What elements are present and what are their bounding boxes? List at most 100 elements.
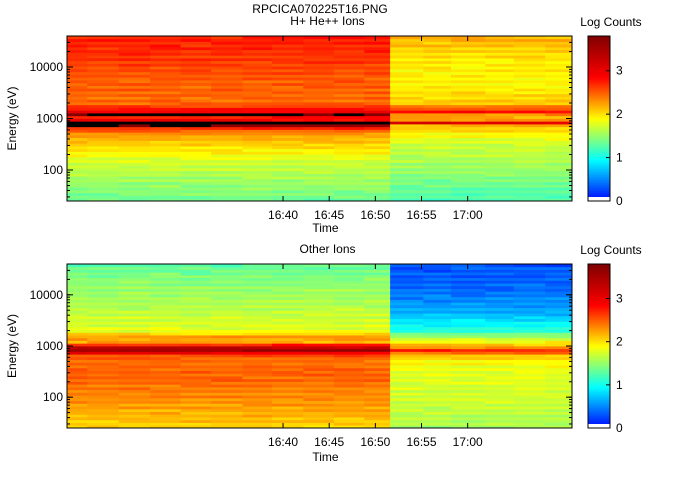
heatmap-cell: [364, 283, 391, 287]
heatmap-cell: [180, 307, 212, 311]
heatmap-cell: [513, 192, 546, 196]
heatmap-cell: [211, 88, 243, 92]
heatmap-cell: [87, 354, 120, 358]
heatmap-cell: [271, 417, 304, 421]
heatmap-cell: [211, 55, 243, 59]
heatmap-cell: [451, 291, 486, 295]
heatmap-cell: [451, 93, 486, 97]
heatmap-cell: [180, 403, 212, 407]
heatmap-cell: [513, 115, 546, 119]
heatmap-cell: [485, 104, 515, 108]
heatmap-cell: [87, 36, 120, 40]
heatmap-cell: [271, 36, 304, 40]
heatmap-cell: [333, 283, 365, 287]
heatmap-cell: [333, 408, 365, 412]
heatmap-cell: [180, 305, 212, 309]
heatmap-cell: [333, 151, 365, 155]
heatmap-cell: [303, 69, 335, 73]
heatmap-cell: [303, 378, 335, 382]
heatmap-cell: [118, 277, 151, 281]
heatmap-cell: [451, 126, 486, 130]
heatmap-cell: [118, 329, 151, 333]
heatmap-cell: [513, 343, 546, 347]
heatmap-cell: [423, 321, 452, 325]
heatmap-cell: [451, 274, 486, 279]
heatmap-cell: [271, 124, 304, 128]
heatmap-cell: [118, 195, 151, 199]
heatmap-cell: [271, 313, 304, 317]
heatmap-cell: [451, 417, 486, 421]
heatmap-cell: [180, 277, 212, 281]
heatmap-cell: [303, 71, 335, 75]
heatmap-cell: [150, 408, 181, 412]
colorbar-swatch: [588, 89, 610, 93]
heatmap-cell: [423, 305, 452, 309]
heatmap-cell: [333, 307, 365, 311]
heatmap-cell: [423, 110, 452, 114]
heatmap-cell: [364, 129, 391, 133]
heatmap-cell: [303, 373, 335, 377]
heatmap-cell: [513, 104, 546, 108]
colorbar-swatch: [588, 108, 610, 111]
heatmap-cell: [118, 288, 151, 292]
heatmap-cell: [67, 408, 88, 412]
heatmap-cell: [485, 80, 515, 84]
heatmap-cell: [364, 55, 391, 59]
heatmap-cell: [364, 151, 391, 155]
heatmap-cell: [271, 294, 304, 298]
heatmap-cell: [364, 417, 391, 421]
heatmap-cell: [485, 332, 515, 336]
heatmap-cell: [180, 299, 212, 303]
heatmap-cell: [303, 170, 335, 174]
heatmap-cell: [513, 264, 546, 268]
heatmap-cell: [150, 403, 181, 407]
heatmap-cell: [150, 288, 181, 292]
heatmap-cell: [451, 425, 486, 429]
heatmap-cell: [451, 378, 486, 382]
heatmap-cell: [242, 419, 273, 423]
heatmap-cell: [451, 406, 486, 410]
heatmap-cell: [87, 179, 120, 183]
heatmap-cell: [390, 85, 424, 89]
heatmap-cell: [390, 387, 424, 391]
heatmap-cell: [485, 176, 515, 180]
heatmap-cell: [303, 408, 335, 412]
heatmap-cell: [180, 195, 212, 199]
heatmap-cell: [390, 170, 424, 174]
heatmap-cell: [364, 58, 391, 62]
heatmap-cell: [180, 41, 212, 45]
heatmap-cell: [271, 168, 304, 172]
heatmap-cell: [333, 354, 365, 358]
heatmap-cell: [211, 356, 243, 361]
heatmap-cell: [545, 272, 573, 276]
heatmap-cell: [150, 296, 181, 300]
heatmap-cell: [118, 389, 151, 393]
heatmap-cell: [87, 113, 120, 117]
heatmap-cell: [513, 397, 546, 402]
heatmap-cell: [242, 307, 273, 311]
heatmap-cell: [150, 348, 181, 352]
heatmap-cell: [180, 146, 212, 150]
heatmap-cell: [271, 400, 304, 404]
heatmap-cell: [303, 367, 335, 371]
heatmap-cell: [545, 157, 573, 161]
heatmap-cell: [390, 55, 424, 59]
heatmap-cell: [545, 69, 573, 73]
colorbar-swatch: [588, 366, 610, 370]
heatmap-cell: [513, 302, 546, 306]
heatmap-cell: [211, 277, 243, 281]
heatmap-cell: [485, 272, 515, 276]
heatmap-cell: [485, 392, 515, 396]
heatmap-cell: [211, 176, 243, 180]
heatmap-cell: [451, 99, 486, 103]
heatmap-cell: [333, 198, 365, 202]
colorbar-swatch: [588, 288, 610, 292]
colorbar-swatch: [588, 184, 610, 188]
heatmap-cell: [423, 354, 452, 358]
heatmap-cell: [118, 132, 151, 136]
heatmap-cell: [303, 264, 335, 268]
heatmap-cell: [451, 173, 486, 177]
heatmap-cell: [87, 137, 120, 141]
heatmap-cell: [513, 387, 546, 391]
heatmap-cell: [545, 291, 573, 295]
